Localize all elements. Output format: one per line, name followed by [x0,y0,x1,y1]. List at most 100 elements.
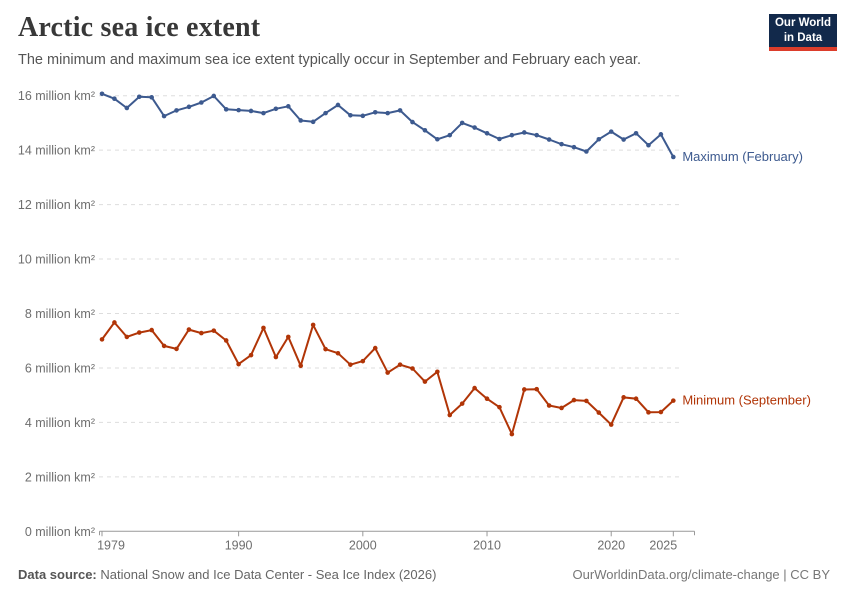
data-point-maximum-february[interactable] [298,118,304,123]
x-axis-tick-label: 2025 [649,538,677,552]
data-point-minimum-september[interactable] [211,328,217,333]
data-point-maximum-february[interactable] [546,137,552,142]
data-point-minimum-september[interactable] [136,330,142,335]
data-point-maximum-february[interactable] [248,108,254,114]
data-point-maximum-february[interactable] [571,144,577,150]
data-point-minimum-september[interactable] [199,330,204,336]
data-point-minimum-september[interactable] [546,403,552,408]
data-point-maximum-february[interactable] [360,113,366,119]
data-point-maximum-february[interactable] [335,102,341,108]
data-source-note: Data source: National Snow and Ice Data … [18,567,436,582]
data-point-minimum-september[interactable] [372,345,378,351]
data-point-minimum-september[interactable] [472,385,477,391]
data-point-maximum-february[interactable] [447,132,453,138]
data-point-maximum-february[interactable] [323,110,328,116]
data-point-minimum-september[interactable] [534,386,539,392]
data-point-minimum-september[interactable] [410,366,415,371]
data-point-minimum-september[interactable] [646,410,651,415]
data-point-minimum-september[interactable] [447,412,453,418]
data-point-minimum-september[interactable] [161,343,167,349]
data-point-maximum-february[interactable] [273,106,279,112]
data-point-maximum-february[interactable] [161,113,167,119]
data-point-minimum-september[interactable] [273,354,279,360]
data-point-maximum-february[interactable] [459,120,465,126]
data-point-minimum-september[interactable] [223,338,229,343]
data-point-minimum-september[interactable] [497,404,502,410]
data-point-maximum-february[interactable] [174,108,179,113]
data-point-maximum-february[interactable] [646,142,651,148]
data-point-maximum-february[interactable] [397,108,403,113]
data-point-maximum-february[interactable] [286,104,291,109]
data-point-maximum-february[interactable] [633,130,639,136]
data-point-minimum-september[interactable] [397,362,403,367]
data-point-maximum-february[interactable] [621,137,626,142]
data-point-maximum-february[interactable] [223,107,229,112]
data-point-minimum-september[interactable] [310,322,316,328]
data-point-minimum-september[interactable] [571,397,577,403]
data-point-maximum-february[interactable] [521,130,527,135]
data-point-maximum-february[interactable] [112,96,117,101]
data-point-maximum-february[interactable] [596,136,602,142]
data-point-minimum-september[interactable] [671,398,676,403]
data-point-minimum-september[interactable] [559,405,564,411]
data-point-maximum-february[interactable] [211,93,217,99]
data-point-maximum-february[interactable] [671,154,676,160]
data-point-maximum-february[interactable] [472,125,477,130]
data-point-maximum-february[interactable] [136,94,142,100]
attribution-link[interactable]: OurWorldinData.org/climate-change | CC B… [572,567,830,582]
data-point-minimum-september[interactable] [261,325,266,331]
data-point-maximum-february[interactable] [236,107,241,113]
data-point-minimum-september[interactable] [124,334,130,340]
data-point-maximum-february[interactable] [422,127,428,133]
data-point-minimum-september[interactable] [422,379,428,384]
data-point-minimum-september[interactable] [584,398,589,404]
data-point-minimum-september[interactable] [248,352,254,358]
data-point-minimum-september[interactable] [521,387,527,392]
data-point-maximum-february[interactable] [410,119,415,125]
data-point-maximum-february[interactable] [348,113,353,118]
data-point-minimum-september[interactable] [335,350,341,356]
data-point-minimum-september[interactable] [459,401,465,406]
data-point-minimum-september[interactable] [286,334,291,340]
data-point-maximum-february[interactable] [199,100,204,105]
data-point-minimum-september[interactable] [658,409,664,415]
data-point-maximum-february[interactable] [509,132,515,138]
data-point-minimum-september[interactable] [298,363,304,369]
data-point-minimum-september[interactable] [323,346,328,352]
data-point-minimum-september[interactable] [99,337,105,342]
data-point-minimum-september[interactable] [621,395,626,400]
data-point-maximum-february[interactable] [149,95,154,100]
data-point-minimum-september[interactable] [484,396,490,402]
data-point-maximum-february[interactable] [261,110,266,116]
data-point-minimum-september[interactable] [186,327,192,332]
owid-logo[interactable]: Our World in Data [769,14,837,51]
data-point-minimum-september[interactable] [385,370,390,375]
data-point-maximum-february[interactable] [186,104,192,110]
data-point-maximum-february[interactable] [608,129,614,134]
data-point-minimum-september[interactable] [236,361,241,367]
data-point-minimum-september[interactable] [633,396,639,402]
data-point-maximum-february[interactable] [534,132,539,138]
data-point-minimum-september[interactable] [174,346,179,352]
data-point-maximum-february[interactable] [435,136,440,142]
data-point-maximum-february[interactable] [310,119,316,125]
data-point-maximum-february[interactable] [372,110,378,115]
data-point-minimum-september[interactable] [596,410,602,415]
data-point-maximum-february[interactable] [658,132,664,137]
data-point-minimum-september[interactable] [348,362,353,367]
data-point-maximum-february[interactable] [559,141,564,147]
data-point-maximum-february[interactable] [497,136,502,142]
data-point-maximum-february[interactable] [99,91,105,97]
chart-subtitle: The minimum and maximum sea ice extent t… [18,52,641,68]
data-point-maximum-february[interactable] [124,105,130,111]
data-point-minimum-september[interactable] [360,358,366,364]
data-point-minimum-september[interactable] [112,320,117,325]
data-point-minimum-september[interactable] [149,327,154,333]
data-point-minimum-september[interactable] [509,431,515,437]
data-point-maximum-february[interactable] [385,110,390,116]
data-point-minimum-september[interactable] [435,369,440,375]
data-point-maximum-february[interactable] [484,130,490,136]
data-point-minimum-september[interactable] [608,422,614,427]
data-point-maximum-february[interactable] [584,149,589,154]
